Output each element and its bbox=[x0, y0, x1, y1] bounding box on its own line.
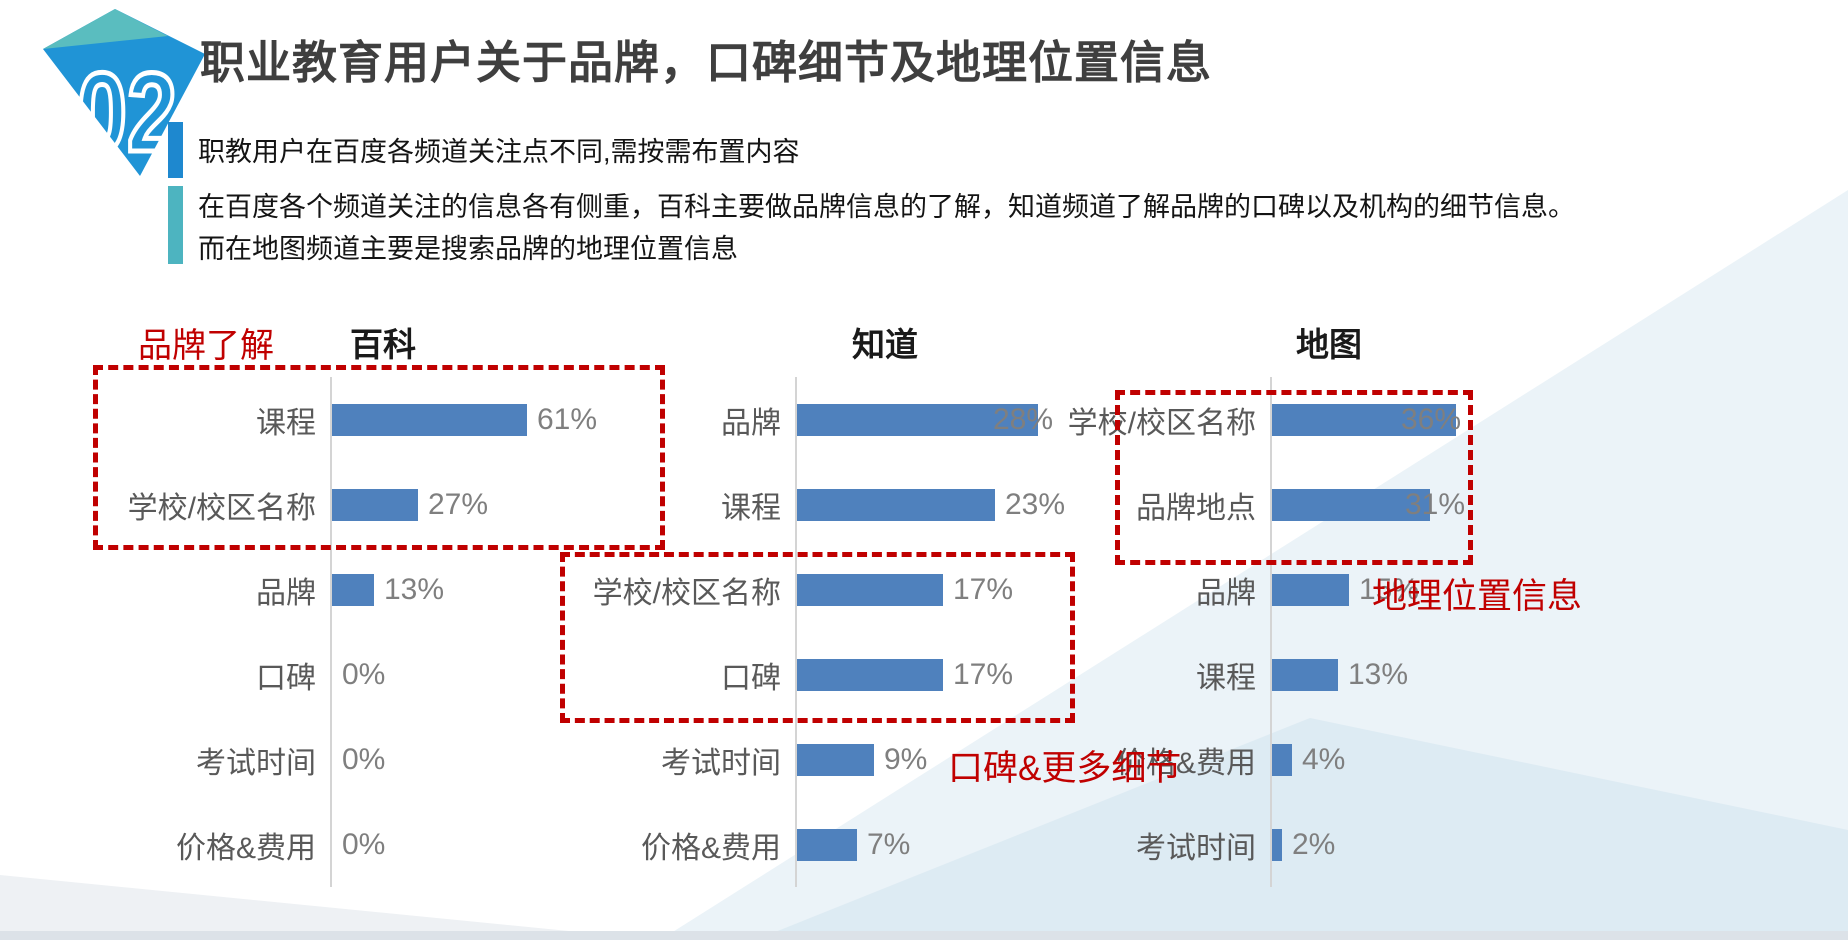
bullet-accent-bar-blue bbox=[168, 122, 183, 178]
category-label: 课程 bbox=[1196, 661, 1256, 695]
bar-track: 4% bbox=[1270, 717, 1610, 802]
value-label: 7% bbox=[867, 827, 911, 861]
bar-track: 13% bbox=[1270, 632, 1610, 717]
category-label: 口碑 bbox=[721, 661, 781, 695]
bar-row: 考试时间 0% bbox=[95, 717, 715, 802]
category-label: 价格&费用 bbox=[175, 831, 316, 865]
value-label: 13% bbox=[384, 572, 445, 606]
chart-title-baike: 百科 bbox=[350, 326, 416, 363]
bar bbox=[1272, 658, 1338, 691]
bar bbox=[797, 743, 874, 776]
value-label: 0% bbox=[342, 657, 386, 691]
bar-track: 27% bbox=[330, 462, 715, 547]
value-label: 13% bbox=[1348, 657, 1409, 691]
chart-baike: 百科 课程 61% 学校/校区名称 27% 品牌 13% 口碑 0% 考试时间 0% 价格&费用 0% bbox=[95, 318, 715, 887]
bar-row: 学校/校区名称 27% bbox=[95, 462, 715, 547]
bar-track: 61% bbox=[330, 377, 715, 462]
value-label: 17% bbox=[953, 657, 1014, 691]
category-label: 口碑 bbox=[256, 661, 316, 695]
chart-title-ditu: 地图 bbox=[1296, 326, 1362, 363]
bar-row: 课程 13% bbox=[1030, 632, 1610, 717]
bar bbox=[1272, 743, 1292, 776]
category-label: 学校/校区名称 bbox=[592, 576, 781, 610]
value-label: 17% bbox=[953, 572, 1014, 606]
bar-track: 31% bbox=[1270, 462, 1610, 547]
value-label: 0% bbox=[342, 827, 386, 861]
bar bbox=[332, 488, 418, 521]
value-label: 31% bbox=[1405, 487, 1466, 521]
bar-track: 13% bbox=[330, 547, 715, 632]
section-number-diamond-icon: 02 bbox=[43, 9, 205, 178]
bullet-text-1: 职教用户在百度各频道关注点不同,需按需布置内容 bbox=[198, 137, 800, 167]
category-label: 考试时间 bbox=[196, 746, 316, 780]
category-label: 价格&费用 bbox=[640, 831, 781, 865]
bar-track: 0% bbox=[330, 717, 715, 802]
bar-track: 0% bbox=[330, 802, 715, 887]
category-label: 品牌 bbox=[256, 576, 316, 610]
value-label: 0% bbox=[342, 742, 386, 776]
value-label: 4% bbox=[1302, 742, 1346, 776]
value-label: 61% bbox=[537, 402, 598, 436]
category-label: 考试时间 bbox=[1136, 831, 1256, 865]
bar bbox=[797, 488, 995, 521]
category-label: 课程 bbox=[721, 491, 781, 525]
bar-row: 考试时间 2% bbox=[1030, 802, 1610, 887]
bar-row: 口碑 0% bbox=[95, 632, 715, 717]
bar-track: 2% bbox=[1270, 802, 1610, 887]
category-label: 品牌地点 bbox=[1136, 491, 1256, 525]
category-label: 学校/校区名称 bbox=[1067, 406, 1256, 440]
bar-track: 0% bbox=[330, 632, 715, 717]
bar bbox=[797, 573, 943, 606]
bar bbox=[797, 828, 857, 861]
chart-rows-ditu: 学校/校区名称 36% 品牌地点 31% 品牌 15% 课程 13% 价格&费用 4% 考试时间 2% bbox=[1030, 377, 1610, 887]
bar-row: 品牌 13% bbox=[95, 547, 715, 632]
category-label: 品牌 bbox=[1196, 576, 1256, 610]
category-label: 课程 bbox=[256, 406, 316, 440]
bar bbox=[797, 658, 943, 691]
value-label: 2% bbox=[1292, 827, 1336, 861]
page-title: 职业教育用户关于品牌，口碑细节及地理位置信息 bbox=[200, 37, 1213, 88]
annotation-reputation-details: 口碑&更多细节 bbox=[948, 749, 1182, 788]
bar-row: 价格&费用 0% bbox=[95, 802, 715, 887]
category-label: 品牌 bbox=[721, 406, 781, 440]
bar bbox=[332, 573, 374, 606]
bar-row: 学校/校区名称 36% bbox=[1030, 377, 1610, 462]
bar bbox=[332, 403, 527, 436]
slide-bottom-edge bbox=[0, 931, 1848, 940]
bar-row: 课程 61% bbox=[95, 377, 715, 462]
bar-track: 36% bbox=[1270, 377, 1610, 462]
bar bbox=[1272, 573, 1349, 606]
bar bbox=[1272, 828, 1282, 861]
chart-rows-baike: 课程 61% 学校/校区名称 27% 品牌 13% 口碑 0% 考试时间 0% 价格&费用 0% bbox=[95, 377, 715, 887]
section-number-text: 02 bbox=[77, 50, 177, 175]
value-label: 36% bbox=[1401, 402, 1462, 436]
bar-row: 品牌地点 31% bbox=[1030, 462, 1610, 547]
bullet-accent-bar-teal bbox=[168, 186, 183, 264]
category-label: 考试时间 bbox=[661, 746, 781, 780]
value-label: 9% bbox=[884, 742, 928, 776]
annotation-geo-location: 地理位置信息 bbox=[1372, 577, 1583, 616]
annotation-brand-understanding: 品牌了解 bbox=[138, 327, 274, 365]
bullet-text-2: 在百度各个频道关注的信息各有侧重，百科主要做品牌信息的了解，知道频道了解品牌的口… bbox=[198, 192, 1575, 264]
category-label: 学校/校区名称 bbox=[127, 491, 316, 525]
value-label: 27% bbox=[428, 487, 489, 521]
